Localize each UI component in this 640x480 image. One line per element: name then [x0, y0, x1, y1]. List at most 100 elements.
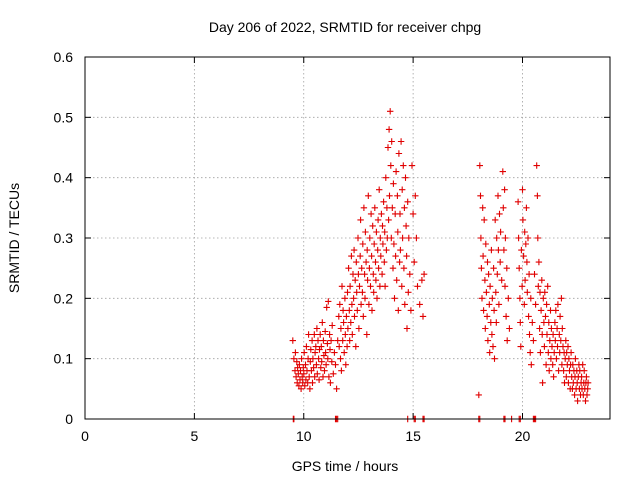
data-point — [389, 265, 397, 272]
data-point — [572, 355, 579, 362]
data-point — [521, 277, 529, 284]
data-point — [549, 331, 557, 338]
data-point — [476, 162, 483, 169]
data-point — [355, 271, 362, 278]
data-point — [521, 228, 528, 236]
data-point — [342, 331, 349, 338]
data-point — [565, 355, 573, 362]
data-point — [399, 186, 406, 193]
data-point — [349, 271, 357, 278]
data-point — [534, 234, 541, 242]
data-point — [354, 234, 362, 242]
data-point — [315, 355, 322, 362]
data-point — [582, 397, 589, 405]
data-point — [359, 289, 366, 296]
data-point — [541, 289, 548, 296]
data-point — [374, 216, 382, 224]
data-point — [339, 307, 347, 314]
data-point — [367, 210, 375, 218]
data-point — [531, 271, 538, 278]
data-point — [528, 361, 535, 368]
data-point — [524, 289, 531, 296]
data-point — [387, 162, 394, 169]
x-tick-label: 15 — [405, 428, 421, 444]
data-point — [487, 319, 494, 326]
x-tick-label: 20 — [515, 428, 531, 444]
data-point — [383, 204, 391, 211]
data-point — [368, 252, 375, 260]
data-point — [523, 258, 531, 266]
data-point — [488, 331, 496, 338]
data-point — [324, 340, 331, 347]
data-point — [380, 198, 387, 205]
data-point — [371, 204, 378, 211]
data-point — [366, 265, 373, 272]
data-point — [314, 370, 321, 377]
data-point — [321, 367, 328, 374]
data-point — [583, 373, 590, 380]
data-point — [547, 355, 555, 362]
data-point — [344, 289, 351, 296]
y-tick-label: 0.2 — [54, 290, 74, 306]
data-point — [571, 391, 578, 399]
data-point — [377, 252, 384, 260]
data-point — [322, 328, 329, 335]
y-tick-label: 0.6 — [54, 49, 74, 65]
data-point — [482, 325, 489, 332]
data-point — [518, 283, 526, 290]
data-point — [345, 265, 352, 272]
data-point — [552, 337, 559, 344]
data-point — [327, 337, 335, 344]
data-point — [411, 258, 418, 266]
data-point — [361, 295, 369, 302]
data-point — [302, 361, 309, 368]
data-point — [495, 246, 502, 254]
data-point — [357, 301, 365, 308]
data-point — [376, 186, 383, 193]
data-point — [479, 252, 487, 260]
data-point — [550, 373, 557, 380]
data-point — [390, 180, 397, 187]
data-point — [398, 283, 405, 290]
data-point — [402, 174, 409, 181]
data-point — [414, 283, 421, 290]
data-point — [388, 138, 395, 145]
x-tick-label: 10 — [296, 428, 312, 444]
data-point — [314, 337, 322, 344]
data-point — [305, 331, 312, 338]
data-point — [403, 252, 410, 260]
data-point — [478, 265, 485, 272]
data-point — [341, 295, 349, 302]
data-point — [581, 367, 588, 374]
data-point — [365, 301, 373, 308]
data-point — [342, 361, 349, 368]
data-point — [543, 301, 550, 308]
x-tick-label: 0 — [81, 428, 89, 444]
data-point — [494, 192, 502, 199]
data-point — [486, 349, 493, 356]
data-point — [324, 355, 331, 362]
data-point — [491, 355, 498, 362]
data-point — [492, 216, 499, 224]
data-point — [381, 228, 388, 236]
data-point — [350, 295, 357, 302]
data-point — [378, 271, 386, 278]
data-point — [346, 337, 353, 344]
data-point — [297, 367, 304, 374]
data-point — [322, 361, 330, 368]
data-point — [396, 210, 404, 218]
data-point — [343, 343, 351, 350]
data-point — [496, 210, 503, 218]
data-point — [379, 240, 387, 248]
data-point — [397, 138, 405, 145]
data-point — [545, 319, 552, 326]
data-point — [500, 246, 508, 254]
data-point — [584, 385, 591, 392]
data-point — [391, 295, 398, 302]
data-point — [395, 150, 403, 157]
data-point — [483, 313, 491, 320]
y-tick-label: 0.1 — [54, 351, 74, 367]
data-point — [309, 355, 317, 362]
data-point — [346, 307, 353, 314]
data-point — [501, 283, 509, 290]
